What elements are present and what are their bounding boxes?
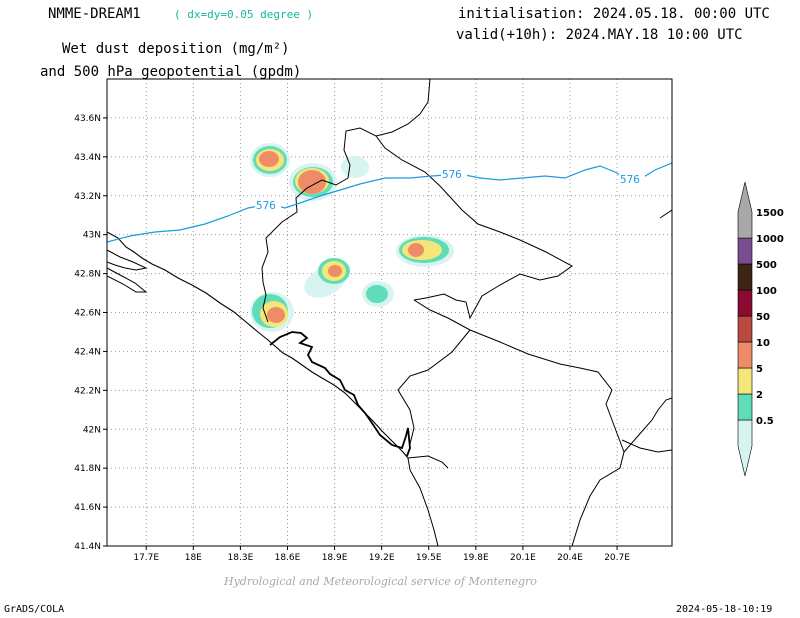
colorbar-label: 1500 <box>756 208 784 219</box>
dust-blob-4 <box>304 258 350 298</box>
y-tick-label: 43.6N <box>74 114 101 124</box>
x-tick-label: 18E <box>185 553 202 563</box>
geopotential-contour: 576 576 576 <box>107 162 672 243</box>
colorbar-label: 50 <box>756 312 770 323</box>
colorbar: 0.5 2 5 10 50 100 500 1000 1500 <box>737 181 784 477</box>
grid-resolution: ( dx=dy=0.05 degree ) <box>174 8 314 21</box>
dust-blob-7 <box>250 292 294 332</box>
x-tick-label: 19.2E <box>369 553 395 563</box>
contour-label-2: 576 <box>442 168 462 181</box>
y-tick-label: 43N <box>83 231 101 241</box>
colorbar-label: 10 <box>756 338 770 349</box>
colorbar-label: 2 <box>756 390 763 401</box>
colorbar-swatch <box>737 289 753 317</box>
software-label: GrADS/COLA <box>4 604 65 615</box>
colorbar-swatch <box>737 315 753 343</box>
render-timestamp: 2024-05-18-10:19 <box>676 604 773 615</box>
y-tick-label: 41.6N <box>74 503 101 513</box>
dust-blob-3 <box>341 156 369 178</box>
y-tick-label: 42.6N <box>74 309 101 319</box>
latitude-axis: 43.6N 43.4N 43.2N 43N 42.8N 42.6N 42.4N 42.2N 42… <box>74 114 107 552</box>
colorbar-swatch <box>737 237 753 265</box>
dust-deposition-field <box>250 143 454 332</box>
colorbar-swatch <box>737 367 753 395</box>
colorbar-swatch <box>737 263 753 291</box>
colorbar-label: 1000 <box>756 234 784 245</box>
dust-blob-5 <box>362 281 394 307</box>
colorbar-swatch <box>737 181 753 239</box>
x-tick-label: 19.8E <box>463 553 489 563</box>
model-name: NMME-DREAM1 <box>48 6 141 22</box>
dust-blob-6 <box>396 235 454 267</box>
valid-time: valid(+10h): 2024.MAY.18 10:00 UTC <box>456 27 743 43</box>
country-borders <box>107 79 672 546</box>
colorbar-label: 500 <box>756 260 777 271</box>
y-tick-label: 42.4N <box>74 347 101 357</box>
map-title-line1: Wet dust deposition (mg/m²) <box>62 41 290 57</box>
contour-label-1: 576 <box>256 199 276 212</box>
colorbar-swatch <box>737 419 753 477</box>
credit-line: Hydrological and Meteorological service … <box>224 575 537 588</box>
contour-label-3: 576 <box>620 173 640 186</box>
y-tick-label: 41.8N <box>74 464 101 474</box>
x-tick-label: 20.4E <box>557 553 583 563</box>
y-tick-label: 42N <box>83 425 101 435</box>
x-tick-label: 20.7E <box>604 553 630 563</box>
colorbar-swatch <box>737 341 753 369</box>
x-tick-label: 19.5E <box>416 553 442 563</box>
x-tick-label: 20.1E <box>510 553 536 563</box>
gridlines <box>107 79 672 546</box>
x-tick-label: 18.6E <box>275 553 301 563</box>
y-tick-label: 43.2N <box>74 192 101 202</box>
colorbar-label: 0.5 <box>756 416 774 427</box>
initialisation-time: initialisation: 2024.05.18. 00:00 UTC <box>458 6 770 22</box>
x-tick-label: 18.9E <box>322 553 348 563</box>
y-tick-label: 42.2N <box>74 386 101 396</box>
colorbar-swatch <box>737 393 753 421</box>
longitude-axis: 17.7E 18E 18.3E 18.6E 18.9E 19.2E 19.5E 19.8E 20… <box>133 546 630 563</box>
y-tick-label: 42.8N <box>74 270 101 280</box>
y-tick-label: 41.4N <box>74 542 101 552</box>
x-tick-label: 17.7E <box>133 553 159 563</box>
dust-blob-1 <box>250 143 290 177</box>
x-tick-label: 18.3E <box>228 553 254 563</box>
colorbar-label: 5 <box>756 364 763 375</box>
y-tick-label: 43.4N <box>74 153 101 163</box>
colorbar-label: 100 <box>756 286 777 297</box>
map-title-line2: and 500 hPa geopotential (gpdm) <box>40 64 302 80</box>
dust-blob-2 <box>289 163 337 201</box>
